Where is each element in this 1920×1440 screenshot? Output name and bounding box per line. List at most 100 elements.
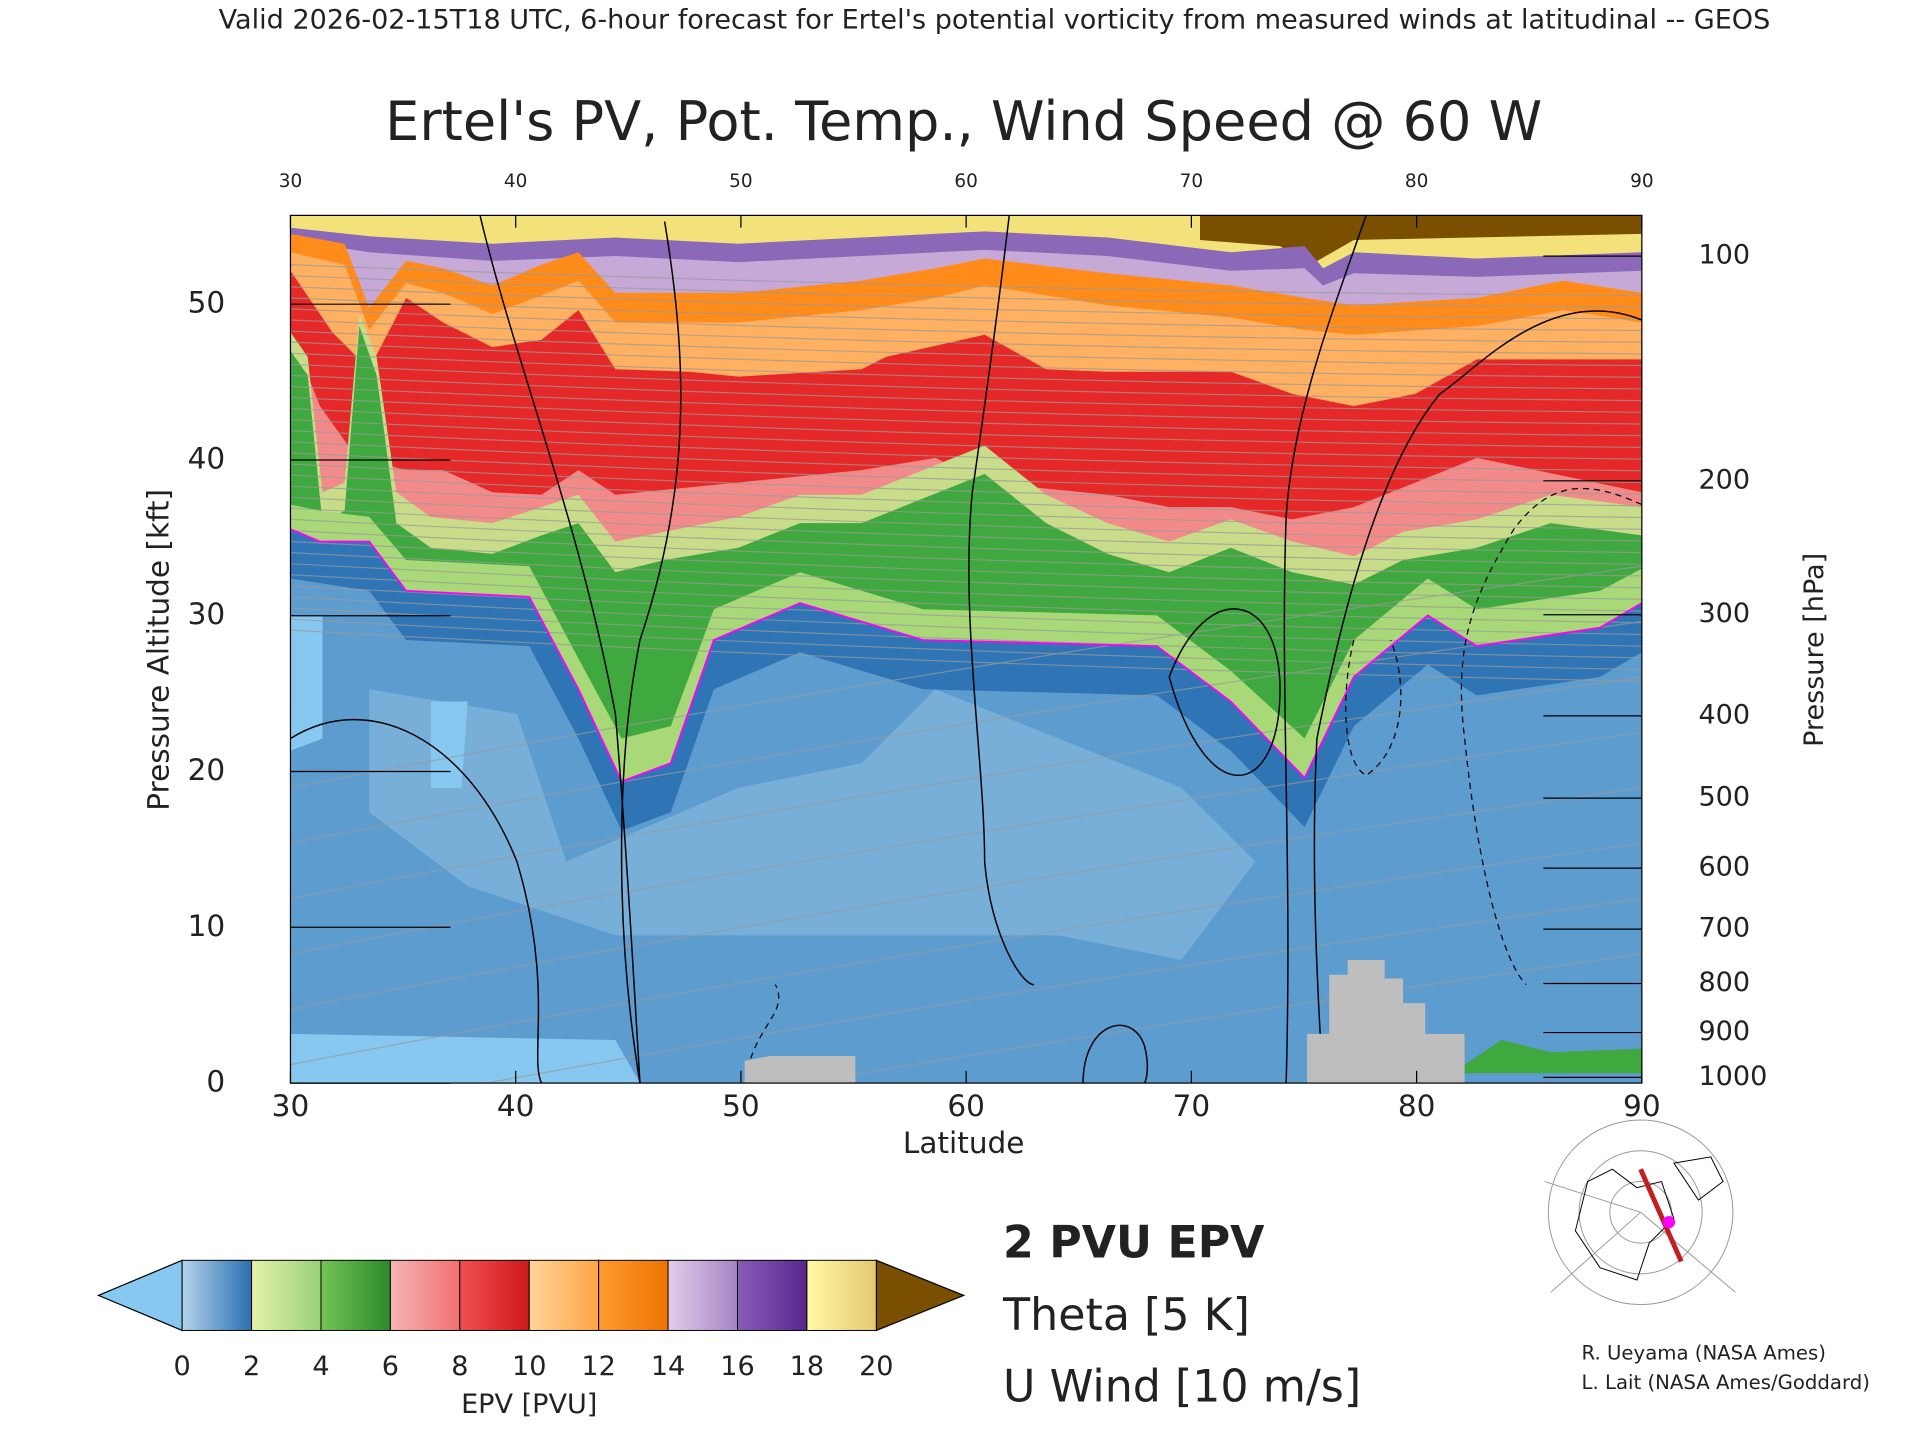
theta-line <box>290 463 1642 507</box>
terrain <box>744 960 1465 1084</box>
theta-line <box>290 485 1642 530</box>
colorbar-label: EPV [PVU] <box>461 1389 597 1420</box>
colorbar-tick-label: 12 <box>581 1351 615 1382</box>
theta-line <box>290 842 1642 1066</box>
theta-line <box>290 275 1642 308</box>
colorbar-segment <box>389 1259 461 1331</box>
colorbar-tick-label: 16 <box>720 1351 754 1382</box>
legend-entry: U Wind [10 m/s] <box>1003 1362 1361 1413</box>
colorbar-tick-label: 14 <box>651 1351 685 1382</box>
theta-line <box>290 352 1642 390</box>
theta-line <box>290 496 1642 542</box>
top-tick-label: 30 <box>279 171 302 192</box>
top-tick-label: 50 <box>729 171 752 192</box>
theta-line <box>799 953 1642 1084</box>
theta-line <box>290 507 1642 554</box>
x-tick-label: 60 <box>947 1089 985 1123</box>
theta-line <box>290 441 1642 484</box>
field-layer <box>369 689 1256 960</box>
y-axis-label: Pressure Altitude [kft] <box>142 489 176 811</box>
colorbar-segment <box>459 1259 530 1331</box>
y2-tick-label: 300 <box>1698 598 1750 629</box>
theta-line <box>290 585 1642 636</box>
wind-contours <box>290 215 1642 1084</box>
top-tick-label: 40 <box>504 171 527 192</box>
theta-line <box>290 618 1642 671</box>
y-tick-label: 20 <box>188 753 226 787</box>
y2-tick-label: 400 <box>1698 699 1750 730</box>
chart-subtitle: Valid 2026-02-15T18 UTC, 6-hour forecast… <box>219 4 1771 35</box>
y-tick-label: 50 <box>188 286 226 320</box>
legend-entry: 2 PVU EPV <box>1003 1218 1265 1269</box>
y-tick-label: 40 <box>188 441 226 475</box>
credit: L. Lait (NASA Ames/Goddard) <box>1582 1371 1870 1394</box>
colorbar-tick-label: 8 <box>451 1351 468 1382</box>
theta-line <box>290 518 1642 565</box>
colorbar-tick-label: 0 <box>174 1351 191 1382</box>
pv-field <box>290 215 1642 1084</box>
top-tick-label: 80 <box>1405 171 1428 192</box>
y2-tick-label: 800 <box>1698 967 1750 998</box>
colorbar-under <box>96 1259 183 1332</box>
colorbar-segment <box>181 1259 253 1331</box>
theta-line <box>290 341 1642 378</box>
theta-line <box>290 540 1642 589</box>
colorbar-over <box>875 1259 966 1332</box>
theta-line <box>290 474 1642 519</box>
pv-2-contour <box>290 528 1642 783</box>
colorbar-tick-label: 6 <box>382 1351 399 1382</box>
theta-line <box>290 787 1642 1010</box>
theta-line <box>290 563 1642 612</box>
colorbar-segment <box>251 1259 322 1331</box>
theta-line <box>483 897 1642 1084</box>
x-tick-label: 40 <box>497 1089 535 1123</box>
theta-line <box>290 408 1642 448</box>
top-tick-label: 70 <box>1180 171 1203 192</box>
colorbar-tick-label: 10 <box>512 1351 546 1382</box>
y-tick-label: 0 <box>206 1065 225 1099</box>
theta-line <box>290 565 1642 789</box>
theta-line <box>290 330 1642 367</box>
y-tick-label: 30 <box>188 597 226 631</box>
y2-tick-label: 900 <box>1698 1016 1750 1047</box>
theta-line <box>290 676 1642 900</box>
legend-entry: Theta [5 K] <box>1002 1290 1250 1341</box>
theta-line <box>290 629 1642 682</box>
theta-line <box>290 264 1642 296</box>
theta-line <box>290 607 1642 659</box>
theta-contours <box>290 264 1642 1084</box>
top-tick-label: 90 <box>1630 171 1653 192</box>
theta-line <box>290 308 1642 343</box>
theta-line <box>290 385 1642 425</box>
theta-line <box>290 529 1642 577</box>
y2-tick-label: 100 <box>1698 240 1750 271</box>
theta-line <box>290 286 1642 320</box>
y-tick-label: 10 <box>188 909 226 943</box>
theta-line <box>290 374 1642 413</box>
top-tick-label: 60 <box>954 171 977 192</box>
theta-line <box>290 363 1642 402</box>
colorbar-segment <box>598 1259 669 1331</box>
credit: R. Ueyama (NASA Ames) <box>1582 1341 1826 1364</box>
theta-line <box>290 596 1642 647</box>
theta-line <box>290 574 1642 624</box>
theta-line <box>290 452 1642 495</box>
colorbar-tick-label: 18 <box>790 1351 824 1382</box>
y2-tick-label: 700 <box>1698 913 1750 944</box>
theta-line <box>290 731 1642 955</box>
colorbar-segment <box>806 1259 877 1331</box>
x-tick-label: 90 <box>1623 1089 1661 1123</box>
y2-tick-label: 500 <box>1698 782 1750 813</box>
x-tick-label: 50 <box>722 1089 760 1123</box>
colorbar-tick-label: 2 <box>243 1351 260 1382</box>
theta-line <box>290 297 1642 332</box>
field-layer <box>1464 1040 1642 1074</box>
theta-line <box>290 419 1642 460</box>
colorbar-segment <box>528 1259 600 1331</box>
theta-line <box>290 620 1642 844</box>
theta-line <box>290 319 1642 355</box>
y2-axis-label: Pressure [hPa] <box>1799 553 1830 747</box>
theta-line <box>290 396 1642 437</box>
locator-map <box>1540 1119 1741 1306</box>
